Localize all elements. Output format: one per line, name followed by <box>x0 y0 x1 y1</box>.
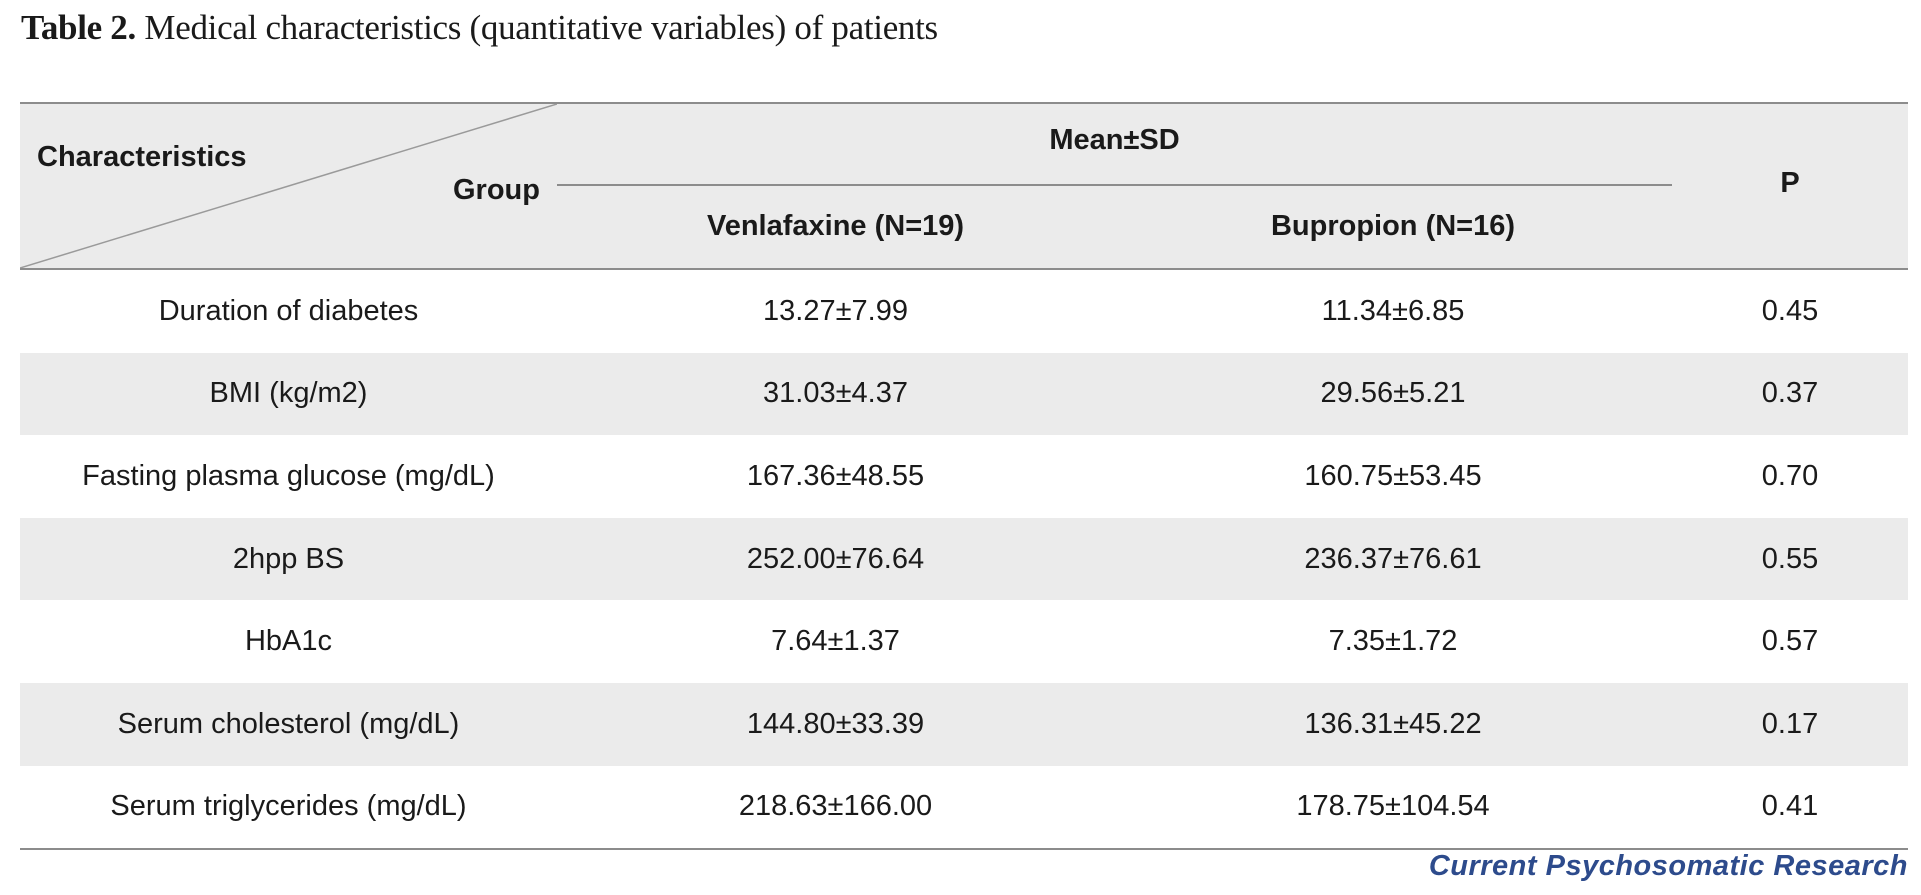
cell-venlafaxine: 31.03±4.37 <box>763 377 908 410</box>
cell-bupropion: 178.75±104.54 <box>1296 790 1490 823</box>
header-characteristics: Characteristics <box>37 141 247 173</box>
header-diagonal-divider <box>20 104 557 268</box>
table-row: BMI (kg/m2) 31.03±4.37 29.56±5.21 0.37 <box>20 352 1908 436</box>
table-bottom-rule <box>20 848 1908 851</box>
cell-bupropion: 160.75±53.45 <box>1304 459 1482 492</box>
cell-characteristic: 2hpp BS <box>232 542 345 575</box>
cell-venlafaxine: 167.36±48.55 <box>746 459 925 492</box>
table-row: Serum triglycerides (mg/dL) 218.63±166.0… <box>20 766 1908 849</box>
cell-characteristic: BMI (kg/m2) <box>209 377 368 410</box>
header-venlafaxine: Venlafaxine (N=19) <box>706 210 965 242</box>
cell-venlafaxine: 7.64±1.37 <box>771 625 900 658</box>
table-row: Fasting plasma glucose (mg/dL) 167.36±48… <box>20 435 1908 518</box>
cell-characteristic: Duration of diabetes <box>158 294 419 327</box>
cell-venlafaxine: 144.80±33.39 <box>746 707 925 740</box>
table-row: HbA1c 7.64±1.37 7.35±1.72 0.57 <box>20 600 1908 683</box>
cell-characteristic: Fasting plasma glucose (mg/dL) <box>82 459 495 492</box>
cell-p: 0.55 <box>1761 542 1819 575</box>
cell-characteristic: Serum cholesterol (mg/dL) <box>117 707 460 740</box>
header-bupropion: Bupropion (N=16) <box>1270 210 1516 242</box>
table-caption-text: Medical characteristics (quantitative va… <box>135 8 938 47</box>
header-group: Group <box>453 174 540 206</box>
cell-p: 0.45 <box>1761 294 1819 327</box>
cell-bupropion: 11.34±6.85 <box>1321 294 1465 327</box>
cell-p: 0.70 <box>1761 459 1819 492</box>
table-row: Serum cholesterol (mg/dL) 144.80±33.39 1… <box>20 682 1908 766</box>
table-header: Characteristics Group Mean±SD Venlafaxin… <box>20 102 1908 270</box>
cell-venlafaxine: 252.00±76.64 <box>746 542 925 575</box>
header-subrule <box>557 184 1672 186</box>
cell-bupropion: 136.31±45.22 <box>1304 707 1482 740</box>
cell-bupropion: 236.37±76.61 <box>1304 542 1482 575</box>
cell-characteristic: Serum triglycerides (mg/dL) <box>110 790 467 823</box>
cell-venlafaxine: 218.63±166.00 <box>738 790 933 823</box>
journal-logo: Current Psychosomatic Research <box>1428 850 1908 882</box>
table-row: Duration of diabetes 13.27±7.99 11.34±6.… <box>20 270 1908 353</box>
cell-p: 0.17 <box>1761 707 1819 740</box>
cell-p: 0.41 <box>1761 790 1819 823</box>
data-table: Characteristics Group Mean±SD Venlafaxin… <box>20 102 1908 851</box>
header-mean-sd: Mean±SD <box>1049 124 1180 156</box>
cell-p: 0.37 <box>1761 377 1819 410</box>
cell-p: 0.57 <box>1761 625 1819 658</box>
cell-venlafaxine: 13.27±7.99 <box>763 294 908 327</box>
cell-bupropion: 7.35±1.72 <box>1328 625 1458 658</box>
table-caption-label: Table 2. <box>21 8 136 47</box>
header-p: P <box>1780 167 1800 199</box>
cell-characteristic: HbA1c <box>244 625 333 658</box>
table-caption: Table 2. Medical characteristics (quanti… <box>21 8 938 48</box>
table-row: 2hpp BS 252.00±76.64 236.37±76.61 0.55 <box>20 517 1908 601</box>
cell-bupropion: 29.56±5.21 <box>1320 377 1466 410</box>
